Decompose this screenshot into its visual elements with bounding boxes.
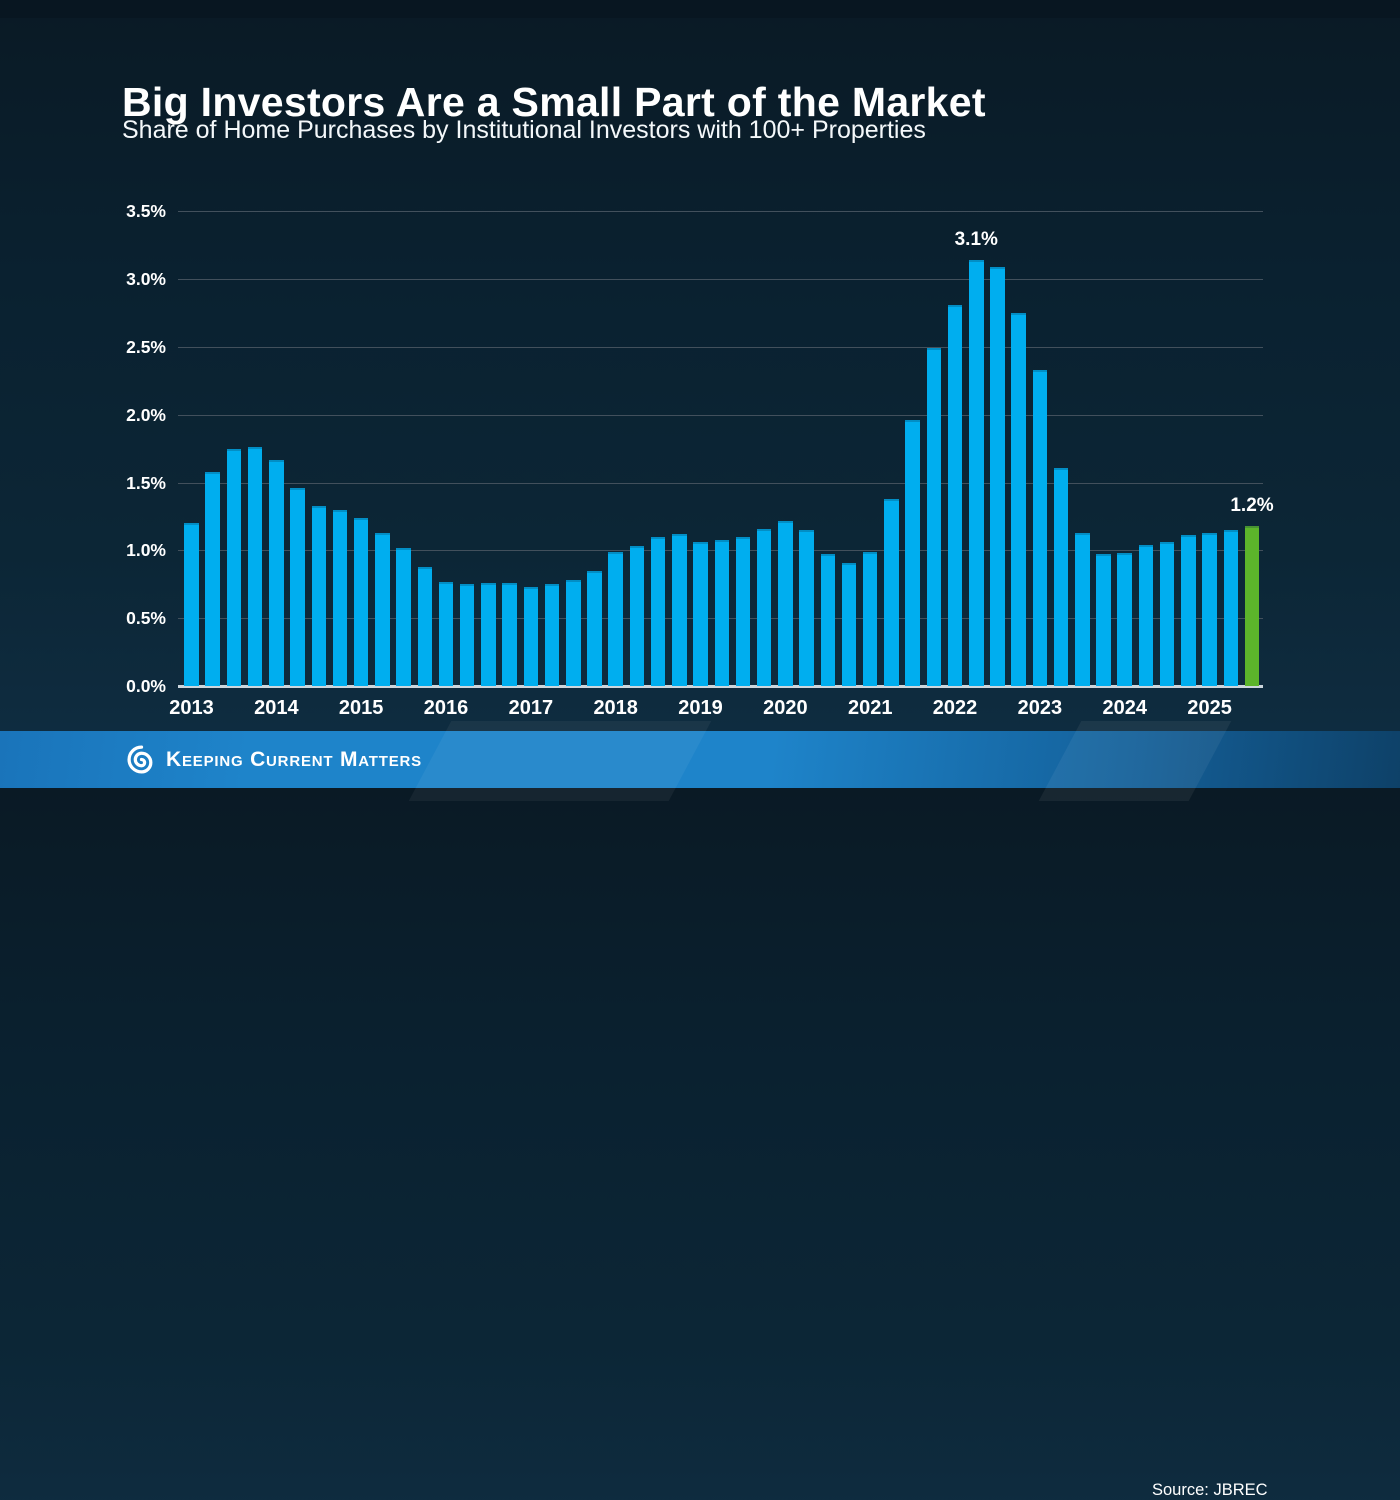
bar-chart: 0.0% 0.5% 1.0% 1.5% 2.0% 2.5% 3.0% 3.5% 2013 2014… — [0, 0, 1400, 731]
bar-2022-q1 — [947, 304, 963, 686]
bar-2020-q4 — [841, 562, 857, 686]
bar-2017-q3 — [566, 580, 581, 686]
x-tick-label-2025: 2025 — [1187, 697, 1232, 719]
bar-2013-q3 — [226, 448, 242, 686]
infographic-slide: { "title": "Big Investors Are a Small Pa… — [0, 0, 1400, 788]
gridline-3.5 — [178, 211, 1263, 213]
bar-2021-q4 — [926, 348, 942, 686]
x-tick-label-2015: 2015 — [338, 697, 384, 719]
bar-2025-q1 — [1202, 532, 1217, 686]
bar-2019-q3 — [735, 536, 751, 686]
bar-2022-q4 — [1011, 313, 1026, 686]
bar-2013-q4 — [247, 447, 263, 686]
y-tick-label: 0.0% — [126, 676, 166, 696]
bar-2017-q4 — [587, 570, 602, 686]
x-tick-label-2023: 2023 — [1017, 697, 1063, 719]
x-tick-label-2020: 2020 — [763, 697, 808, 719]
bar-2024-q2 — [1138, 544, 1154, 686]
bar-2013-q1 — [184, 523, 199, 686]
bar-2021-q1 — [862, 551, 878, 686]
gridline-2.5 — [178, 347, 1263, 348]
bar-2013-q2 — [205, 471, 220, 686]
bar-2023-q1 — [1032, 370, 1048, 686]
bar-2024-q4 — [1181, 535, 1196, 686]
bar-2015-q1 — [353, 517, 369, 686]
bar-2023-q3 — [1075, 532, 1090, 686]
bar-2018-q1 — [608, 551, 623, 686]
bar-2021-q3 — [905, 420, 920, 686]
y-tick-label: 3.0% — [126, 269, 166, 290]
y-tick-label: 2.5% — [126, 337, 166, 357]
bar-2018-q4 — [672, 534, 687, 686]
y-tick-label: 3.5% — [126, 201, 166, 222]
bar-2017-q1 — [523, 587, 539, 686]
bar-2016-q4 — [502, 582, 517, 686]
bar-2023-q4 — [1096, 554, 1111, 686]
bar-2019-q2 — [714, 539, 729, 686]
bar-2016-q3 — [481, 582, 496, 686]
bar-2015-q4 — [417, 566, 433, 686]
x-axis-line — [178, 685, 1263, 688]
gridline-1.5 — [178, 482, 1263, 484]
bar-2018-q3 — [650, 536, 666, 686]
bar-2017-q2 — [544, 584, 560, 686]
top-letterbox-strip — [0, 0, 1400, 18]
bar-2016-q2 — [459, 584, 475, 686]
bar-2024-q1 — [1117, 553, 1132, 686]
bar-2025-q3 — [1244, 525, 1260, 686]
brand-name: Keeping Current Matters — [166, 747, 422, 771]
y-tick-label: 1.0% — [126, 540, 166, 561]
kcm-swirl-icon — [127, 745, 153, 774]
footer-banner: Keeping Current Matters Source: JBREC — [0, 721, 1400, 1499]
bar-2014-q2 — [290, 488, 305, 686]
x-tick-label-2017: 2017 — [508, 697, 554, 719]
bar-value-annotation-2025-q3: 1.2% — [1230, 494, 1274, 516]
bar-2022-q2 — [969, 260, 984, 686]
x-tick-label-2014: 2014 — [254, 697, 299, 719]
footer-facet-decor — [408, 721, 712, 801]
bar-2019-q1 — [693, 542, 708, 686]
page-subtitle: Share of Home Purchases by Institutional… — [122, 116, 926, 144]
x-tick-label-2013: 2013 — [169, 697, 214, 719]
footer-facet-decor — [1038, 721, 1232, 801]
bar-2014-q1 — [269, 459, 284, 686]
bar-2020-q2 — [799, 530, 814, 686]
gridline-3.0 — [178, 279, 1263, 281]
x-tick-label-2024: 2024 — [1102, 697, 1147, 719]
bar-2022-q3 — [990, 266, 1005, 686]
brand-logo: Keeping Current Matters — [126, 731, 422, 788]
bar-2020-q1 — [778, 520, 793, 686]
x-tick-label-2021: 2021 — [847, 697, 893, 719]
bar-2019-q4 — [756, 528, 772, 686]
bar-2015-q2 — [375, 532, 390, 686]
x-tick-label-2019: 2019 — [678, 697, 723, 719]
bar-2018-q2 — [629, 546, 645, 686]
y-tick-label: 2.0% — [126, 404, 166, 425]
bar-2024-q3 — [1159, 542, 1175, 686]
gridline-2.0 — [178, 414, 1263, 416]
bar-2014-q3 — [311, 505, 326, 686]
source-label: Source: JBREC — [1152, 1481, 1268, 1499]
x-tick-label-2016: 2016 — [423, 697, 469, 719]
bar-2014-q4 — [332, 509, 348, 686]
bar-2021-q2 — [884, 498, 899, 686]
y-tick-label: 1.5% — [126, 472, 166, 493]
bar-2025-q2 — [1223, 530, 1239, 686]
bar-2015-q3 — [396, 547, 411, 686]
y-tick-label: 0.5% — [126, 608, 166, 629]
bar-value-annotation-2022-q2: 3.1% — [954, 229, 998, 251]
x-tick-label-2018: 2018 — [593, 697, 638, 719]
bar-2023-q2 — [1053, 467, 1069, 686]
bar-2020-q3 — [820, 554, 836, 686]
x-tick-label-2022: 2022 — [932, 697, 978, 719]
page-title: Big Investors Are a Small Part of the Ma… — [122, 79, 986, 126]
bar-2016-q1 — [438, 581, 454, 686]
